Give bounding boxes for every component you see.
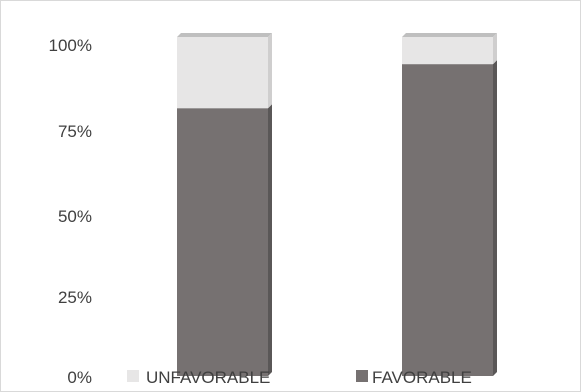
- bar-top-cap: [402, 33, 497, 37]
- y-tick-label: 75%: [58, 122, 92, 141]
- bar-side-unfavorable: [268, 33, 272, 109]
- bar-segment-favorable: [402, 64, 493, 377]
- y-axis: 0% 25% 50% 75% 100%: [49, 36, 92, 387]
- y-tick-label: 100%: [49, 36, 92, 55]
- bars: [177, 33, 497, 377]
- legend-swatch-favorable: [356, 370, 368, 382]
- bar-side-unfavorable: [493, 33, 497, 65]
- legend-label-unfavorable: UNFAVORABLE: [146, 368, 270, 387]
- legend: UNFAVORABLE FAVORABLE: [127, 368, 472, 387]
- legend-label-favorable: FAVORABLE: [372, 368, 472, 387]
- bar-segment-favorable: [177, 108, 268, 376]
- bar-segment-unfavorable: [402, 37, 493, 65]
- bar-segment-unfavorable: [177, 37, 268, 109]
- bar-side-favorable: [493, 60, 497, 377]
- y-tick-label: 50%: [58, 207, 92, 226]
- y-tick-label: 0%: [67, 368, 92, 387]
- bar-top-cap: [177, 33, 272, 37]
- legend-swatch-unfavorable: [127, 370, 139, 382]
- bar-side-favorable: [268, 104, 272, 376]
- y-tick-label: 25%: [58, 288, 92, 307]
